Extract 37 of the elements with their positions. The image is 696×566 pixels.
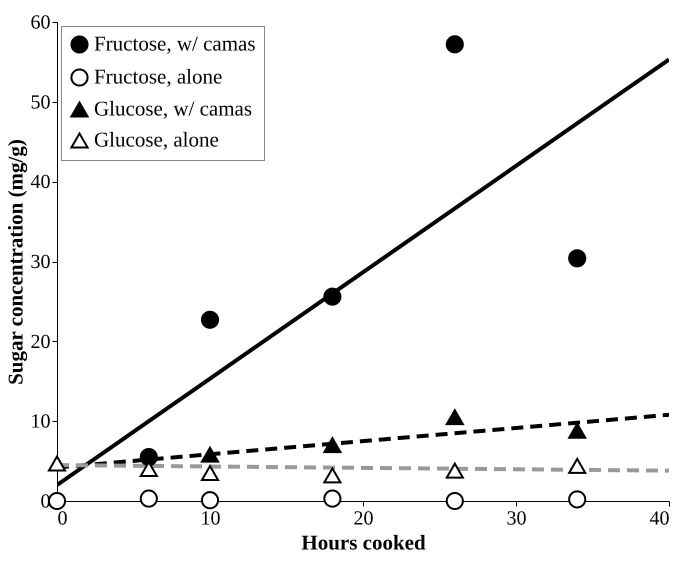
point [48, 492, 66, 510]
point [568, 458, 586, 474]
legend-label: Fructose, alone [94, 64, 222, 88]
y-axis-title: Sugar concentration (mg/g) [4, 139, 28, 385]
point [200, 491, 220, 510]
legend-label: Glucose, w/ camas [94, 96, 252, 120]
point [200, 310, 220, 329]
point [48, 455, 66, 472]
x-axis-title: Hours cooked [301, 530, 426, 554]
point [446, 492, 464, 510]
point [446, 35, 464, 54]
y-tick-label: 60 [30, 12, 50, 34]
legend-label: Fructose, w/ camas [94, 32, 256, 56]
point [568, 422, 586, 439]
point [200, 465, 220, 482]
point [568, 490, 586, 508]
point [140, 490, 158, 508]
y-tick-label: 40 [30, 171, 50, 194]
y-tick-label: 30 [30, 251, 50, 273]
x-tick-label: 10 [200, 508, 220, 530]
point [446, 409, 464, 426]
x-tick-label: 40 [650, 508, 670, 530]
point [140, 448, 158, 466]
point [323, 467, 342, 484]
point [568, 249, 586, 268]
point [323, 437, 342, 454]
x-tick-label: 0 [58, 508, 68, 530]
y-tick-label: 10 [30, 410, 50, 433]
point [446, 462, 464, 479]
legend-label: Glucose, alone [94, 128, 219, 152]
point [200, 446, 220, 463]
x-tick-label: 30 [506, 508, 526, 530]
point [323, 490, 342, 508]
y-tick-label: 50 [30, 91, 50, 114]
x-tick-label: 20 [354, 508, 374, 530]
y-tick-label: 20 [30, 330, 50, 353]
point [323, 288, 342, 306]
